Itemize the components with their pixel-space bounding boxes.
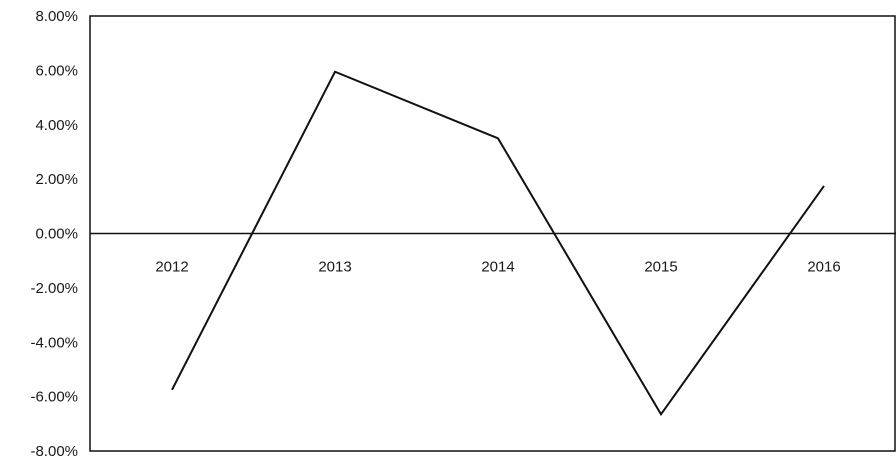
y-tick-label: -8.00%: [30, 443, 78, 460]
y-tick-label: 8.00%: [35, 8, 78, 25]
axes-layer: [89, 15, 896, 452]
x-category-label: 2015: [644, 259, 677, 276]
x-category-label: 2013: [318, 259, 351, 276]
y-tick-label: 2.00%: [35, 171, 78, 188]
x-category-label: 2012: [155, 259, 188, 276]
x-category-label: 2014: [481, 259, 514, 276]
x-category-label: 2016: [807, 259, 840, 276]
y-tick-label: 0.00%: [35, 226, 78, 243]
y-tick-label: -2.00%: [30, 280, 78, 297]
y-tick-label: -6.00%: [30, 389, 78, 406]
y-tick-label: -4.00%: [30, 334, 78, 351]
y-tick-label: 4.00%: [35, 117, 78, 134]
x-category-labels: 2012 2013 2014 2015 2016: [155, 259, 840, 276]
series-layer: [171, 70, 825, 417]
y-tick-labels: 8.00% 6.00% 4.00% 2.00% 0.00% -2.00% -4.00% -6.…: [30, 8, 78, 460]
series-line: [171, 70, 825, 417]
y-tick-label: 6.00%: [35, 62, 78, 79]
